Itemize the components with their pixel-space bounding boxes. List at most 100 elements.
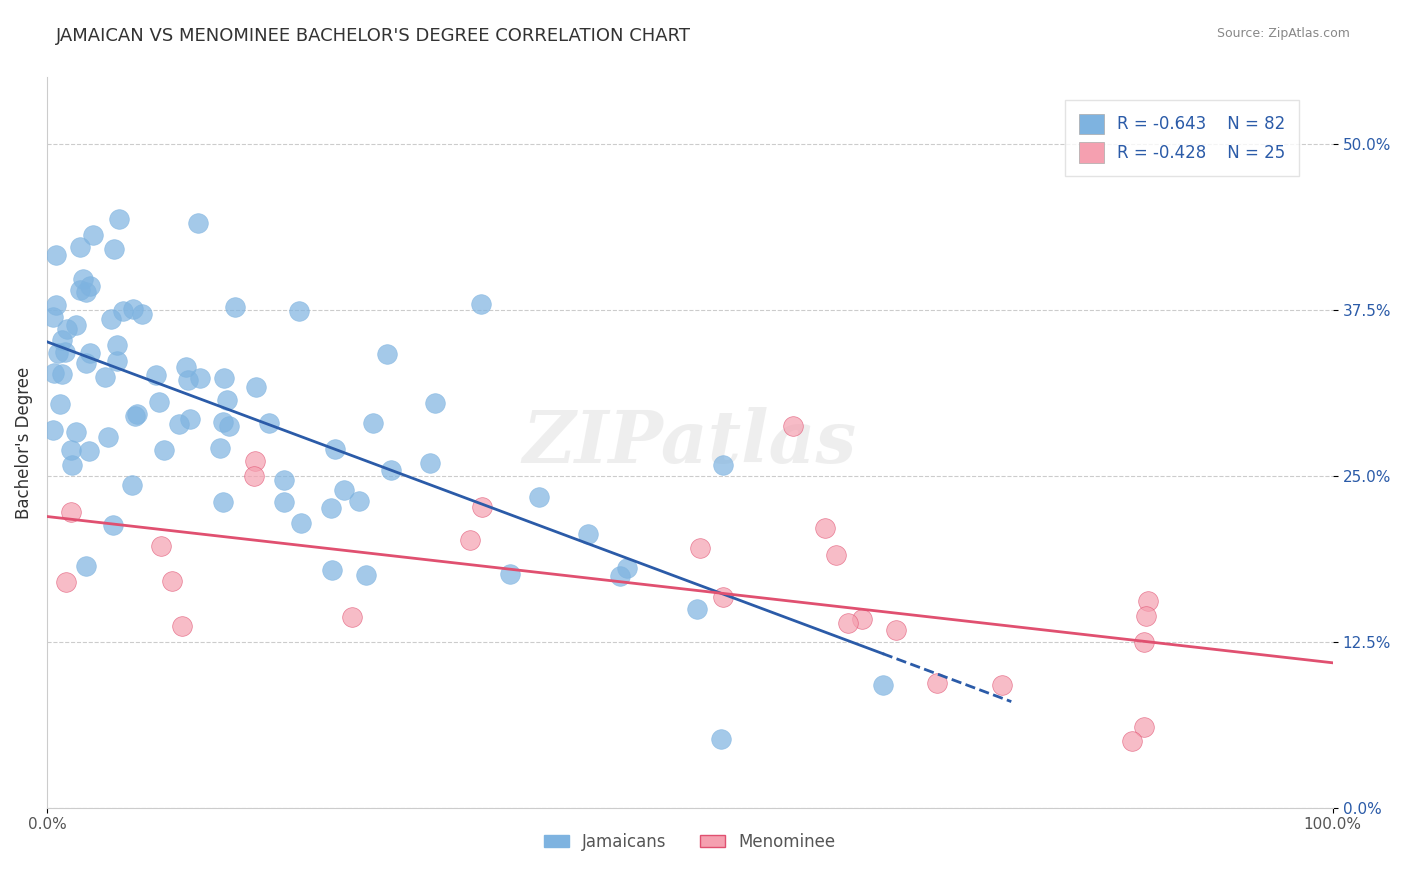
Point bbox=[212, 371, 235, 385]
Point bbox=[59, 505, 82, 519]
Point bbox=[245, 379, 267, 393]
Point bbox=[686, 602, 709, 616]
Point bbox=[711, 590, 734, 604]
Point bbox=[121, 302, 143, 317]
Point bbox=[187, 216, 209, 230]
Point bbox=[93, 369, 115, 384]
Point bbox=[824, 548, 846, 562]
Point bbox=[153, 442, 176, 457]
Point bbox=[211, 415, 233, 429]
Point bbox=[711, 458, 734, 472]
Point bbox=[97, 430, 120, 444]
Point bbox=[72, 272, 94, 286]
Point bbox=[75, 356, 97, 370]
Y-axis label: Bachelor's Degree: Bachelor's Degree bbox=[15, 367, 32, 518]
Point bbox=[332, 483, 354, 497]
Point bbox=[145, 368, 167, 383]
Point bbox=[576, 526, 599, 541]
Point bbox=[851, 612, 873, 626]
Point bbox=[167, 417, 190, 431]
Point bbox=[69, 283, 91, 297]
Point bbox=[218, 419, 240, 434]
Point bbox=[1133, 635, 1156, 649]
Point bbox=[349, 494, 371, 508]
Point bbox=[243, 454, 266, 468]
Point bbox=[69, 240, 91, 254]
Point bbox=[380, 463, 402, 477]
Point bbox=[111, 303, 134, 318]
Point bbox=[290, 516, 312, 530]
Point bbox=[53, 345, 76, 359]
Point bbox=[60, 458, 83, 472]
Text: ZIPatlas: ZIPatlas bbox=[523, 407, 856, 478]
Point bbox=[927, 676, 949, 690]
Point bbox=[609, 569, 631, 583]
Point bbox=[1133, 720, 1156, 734]
Point bbox=[150, 539, 173, 553]
Point bbox=[217, 393, 239, 408]
Point bbox=[177, 373, 200, 387]
Point bbox=[103, 518, 125, 533]
Point bbox=[49, 396, 72, 410]
Point bbox=[75, 285, 97, 299]
Text: JAMAICAN VS MENOMINEE BACHELOR'S DEGREE CORRELATION CHART: JAMAICAN VS MENOMINEE BACHELOR'S DEGREE … bbox=[56, 27, 692, 45]
Point bbox=[419, 457, 441, 471]
Point bbox=[458, 533, 481, 547]
Point bbox=[273, 473, 295, 487]
Point bbox=[257, 416, 280, 430]
Point bbox=[689, 541, 711, 555]
Point bbox=[814, 521, 837, 535]
Point bbox=[45, 298, 67, 312]
Point bbox=[212, 495, 235, 509]
Point bbox=[423, 396, 446, 410]
Point bbox=[77, 444, 100, 458]
Point bbox=[162, 574, 184, 588]
Point bbox=[470, 297, 492, 311]
Point bbox=[710, 732, 733, 747]
Point bbox=[224, 300, 246, 314]
Point bbox=[991, 678, 1014, 692]
Point bbox=[42, 366, 65, 380]
Point bbox=[273, 495, 295, 509]
Point bbox=[1137, 594, 1160, 608]
Point bbox=[872, 678, 894, 692]
Point bbox=[55, 322, 77, 336]
Point bbox=[208, 441, 231, 455]
Point bbox=[45, 248, 67, 262]
Text: Source: ZipAtlas.com: Source: ZipAtlas.com bbox=[1216, 27, 1350, 40]
Point bbox=[361, 416, 384, 430]
Point bbox=[243, 469, 266, 483]
Point bbox=[174, 360, 197, 375]
Point bbox=[616, 560, 638, 574]
Point bbox=[108, 211, 131, 226]
Point bbox=[103, 243, 125, 257]
Point bbox=[51, 334, 73, 348]
Point bbox=[42, 310, 65, 324]
Legend: R = -0.643    N = 82, R = -0.428    N = 25: R = -0.643 N = 82, R = -0.428 N = 25 bbox=[1066, 101, 1299, 176]
Point bbox=[79, 346, 101, 360]
Point bbox=[100, 312, 122, 326]
Point bbox=[375, 347, 398, 361]
Point bbox=[105, 354, 128, 368]
Point bbox=[65, 425, 87, 440]
Point bbox=[1135, 609, 1157, 624]
Point bbox=[172, 618, 194, 632]
Point bbox=[75, 558, 97, 573]
Point bbox=[1121, 734, 1143, 748]
Point bbox=[65, 318, 87, 332]
Point bbox=[323, 442, 346, 456]
Point bbox=[287, 303, 309, 318]
Point bbox=[321, 563, 343, 577]
Point bbox=[131, 307, 153, 321]
Point bbox=[179, 411, 201, 425]
Point bbox=[121, 478, 143, 492]
Point bbox=[499, 567, 522, 582]
Point bbox=[354, 567, 377, 582]
Point bbox=[79, 278, 101, 293]
Point bbox=[148, 395, 170, 409]
Point bbox=[55, 574, 77, 589]
Point bbox=[188, 370, 211, 384]
Point bbox=[782, 419, 804, 434]
Point bbox=[127, 407, 149, 421]
Point bbox=[82, 227, 104, 242]
